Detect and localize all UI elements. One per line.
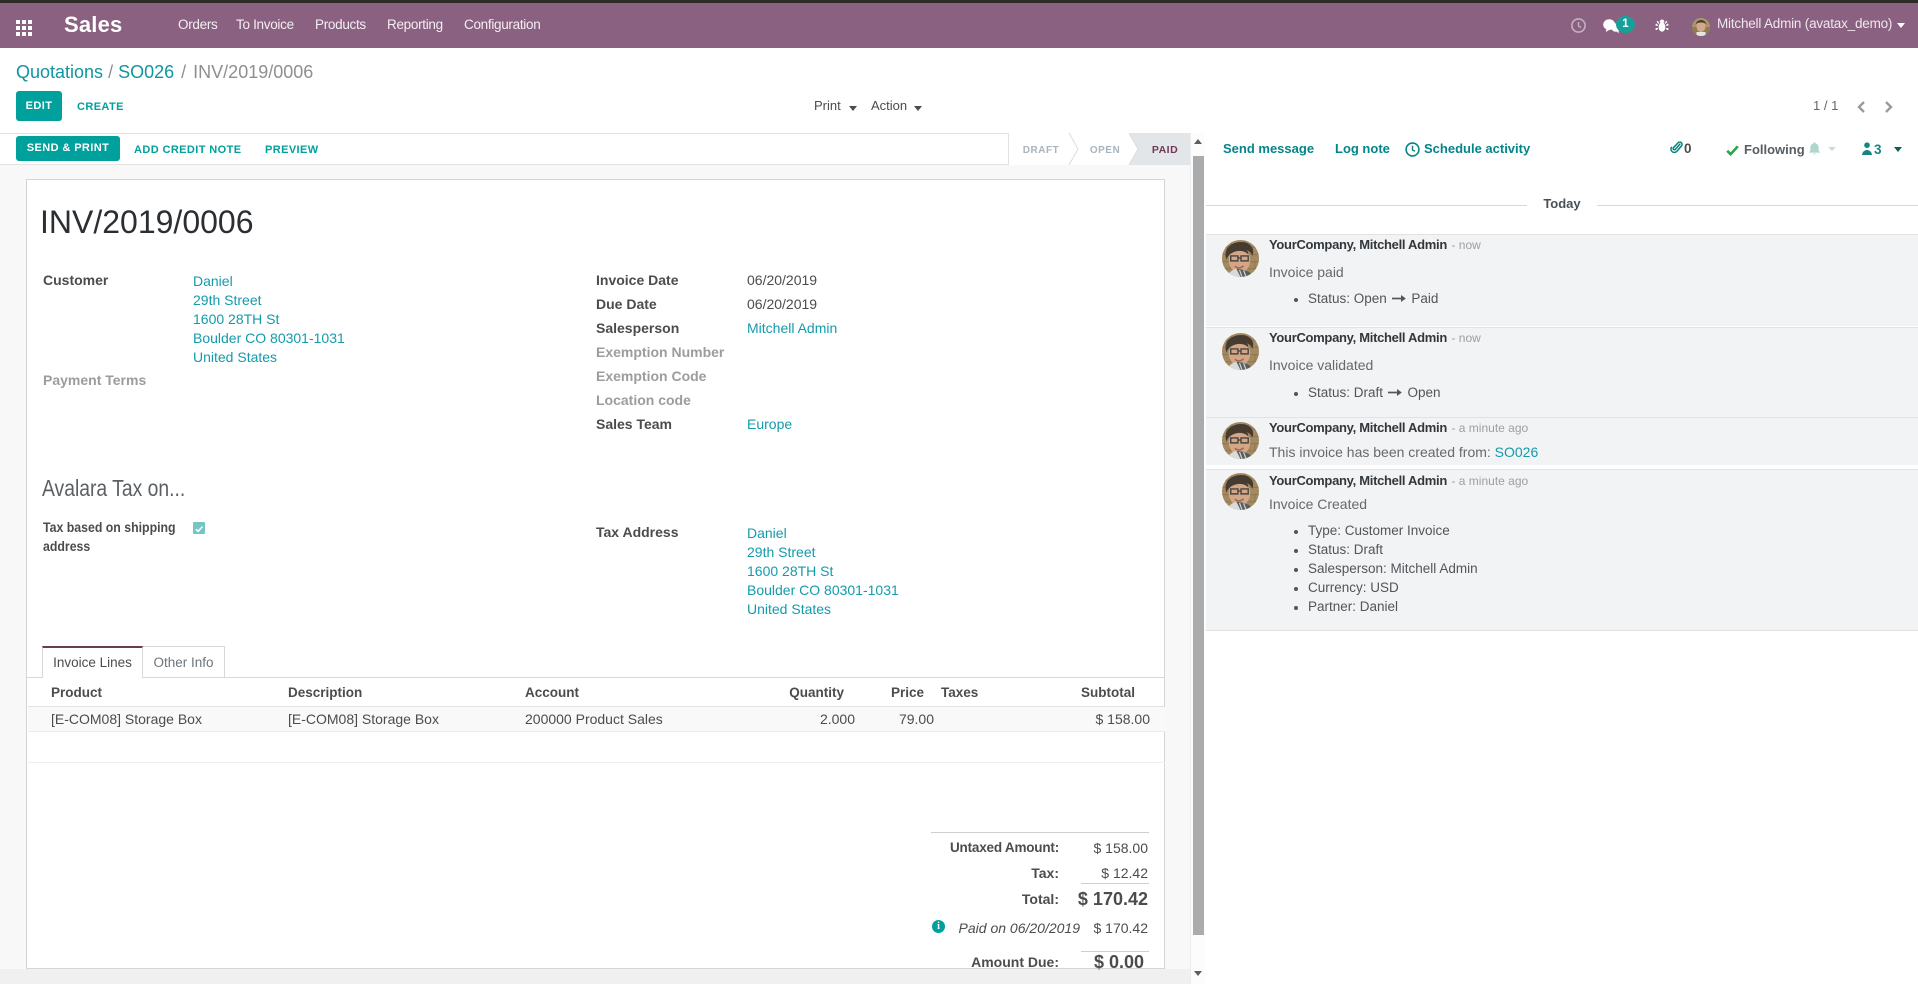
svg-text:DRAFT: DRAFT [1023, 145, 1059, 156]
svg-text:PAID: PAID [1152, 144, 1178, 156]
svg-text:OPEN: OPEN [1090, 145, 1120, 156]
